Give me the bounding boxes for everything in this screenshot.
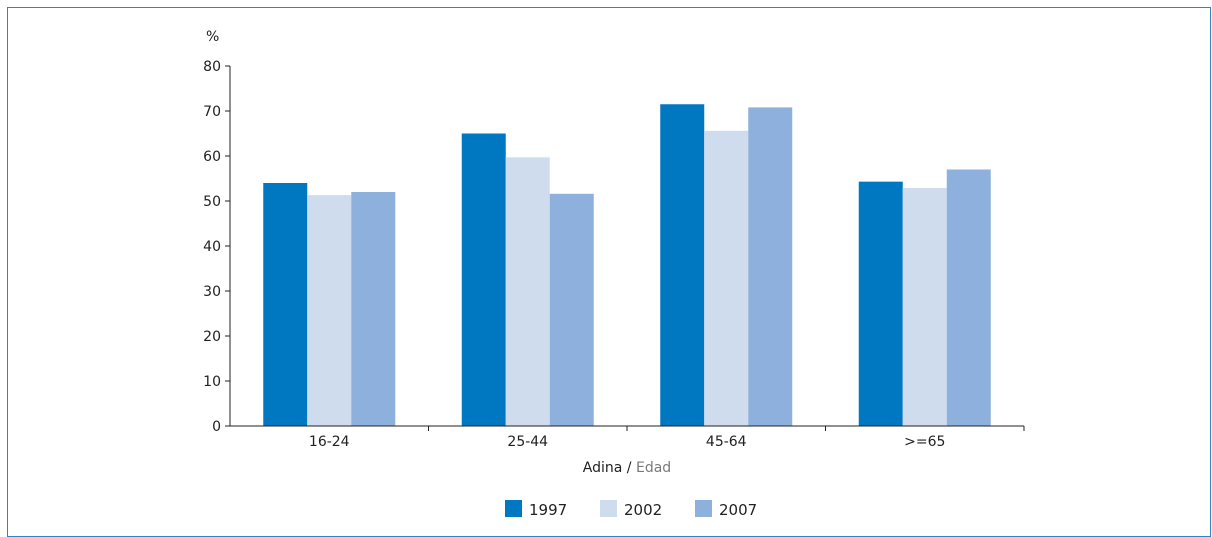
bar-2002->=65 [902,187,947,426]
y-axis-ticks: 0 10 20 30 40 50 60 70 80 [203,59,230,435]
x-axis-label-separator: / [622,460,636,476]
y-tick-label: 0 [212,419,221,435]
bar-1997-16-24 [263,183,308,426]
y-tick-label: 10 [203,374,221,390]
legend: 1997 2002 2007 [505,500,757,519]
y-tick-label: 50 [203,194,221,210]
x-tick-label: 16-24 [309,434,350,450]
bar-2007->=65 [946,169,991,426]
legend-label-2002: 2002 [624,501,662,519]
y-tick-label: 30 [203,284,221,300]
legend-swatch-1997 [505,500,522,517]
legend-swatch-2007 [695,500,712,517]
y-axis-unit-label: % [206,29,219,45]
y-tick-label: 60 [203,149,221,165]
x-tick-label: 25-44 [507,434,548,450]
bar-2002-16-24 [307,195,352,426]
bar-2002-25-44 [505,157,550,426]
bars [263,104,991,427]
y-tick-label: 40 [203,239,221,255]
y-tick-label: 20 [203,329,221,345]
y-tick-label: 70 [203,104,221,120]
legend-label-2007: 2007 [719,501,757,519]
legend-swatch-2002 [600,500,617,517]
x-tick-label: 45-64 [706,434,747,450]
bar-2002-45-64 [704,130,749,427]
bar-1997-45-64 [660,104,705,426]
x-axis-label: Adina / Edad [583,460,671,476]
bar-2007-16-24 [351,192,396,426]
bar-2007-45-64 [748,107,793,427]
bar-1997-25-44 [461,133,506,426]
y-tick-label: 80 [203,59,221,75]
x-tick-label: >=65 [904,434,945,450]
x-axis-ticks: 16-24 25-44 45-64 >=65 [309,426,1025,450]
bar-2007-25-44 [549,193,594,426]
bar-1997->=65 [858,181,903,426]
x-axis-label-sub: Edad [636,460,671,476]
x-axis-label-main: Adina [583,460,623,476]
legend-label-1997: 1997 [529,501,567,519]
